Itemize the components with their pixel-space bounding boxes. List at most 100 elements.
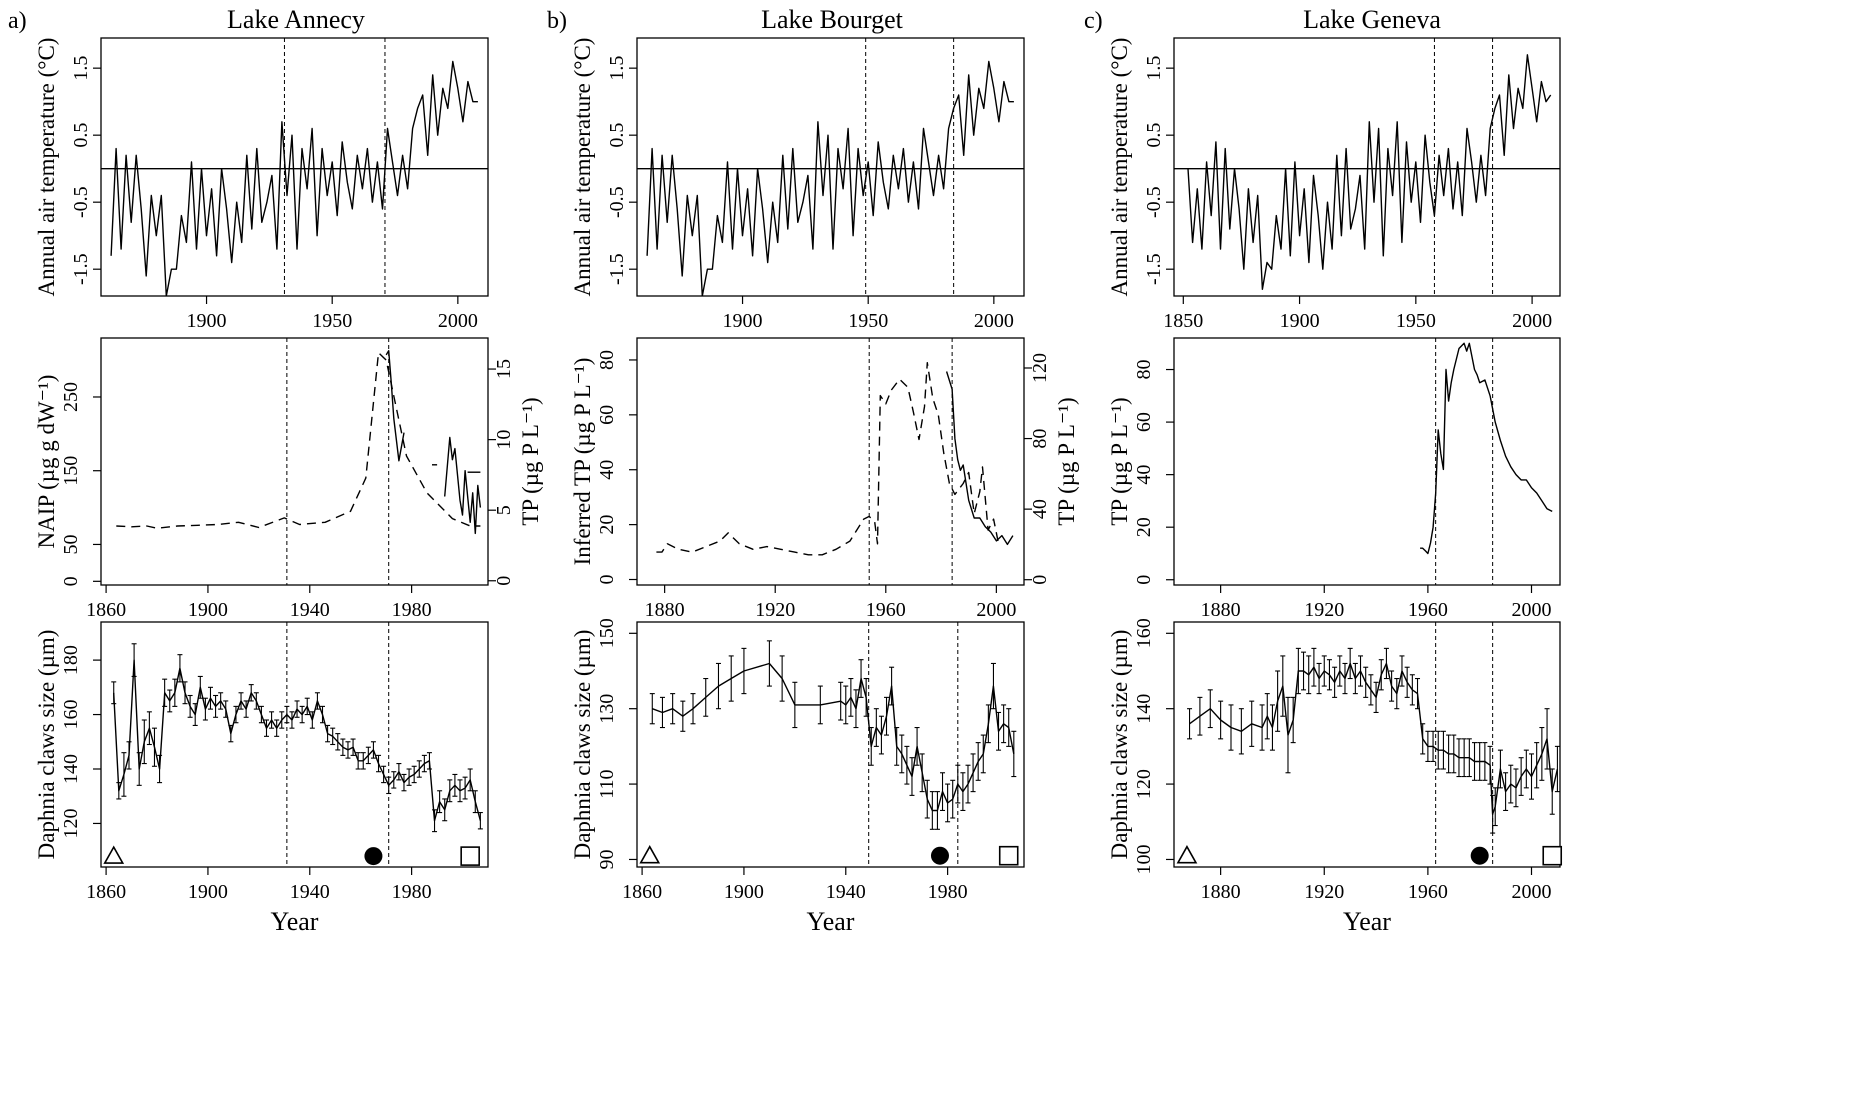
x-tick-label: 1960 (1408, 599, 1448, 621)
plot-area (111, 622, 483, 867)
y-tick-label: 160 (1133, 618, 1155, 648)
y-tick-label: -0.5 (70, 186, 92, 218)
y-tick-label: 1.5 (606, 56, 628, 81)
x-tick-label: 2000 (976, 599, 1016, 621)
plot-frame (1173, 37, 1561, 297)
plot-area (1420, 338, 1553, 585)
sample-circle-marker (1470, 846, 1489, 865)
plot-frame (100, 37, 489, 297)
x-tick-label: 1880 (1201, 881, 1241, 903)
y-right-tick-label: 0 (493, 576, 515, 586)
series-line (1420, 342, 1553, 555)
y-right-axis-label: TP (µg P L⁻¹) (1054, 397, 1079, 525)
series-line (646, 60, 1014, 296)
panel-letter: b) (547, 8, 567, 34)
x-tick-label: 1980 (392, 881, 432, 903)
series-line (1189, 662, 1559, 815)
y-tick-label: 250 (60, 382, 82, 412)
y-axis-label: Inferred TP (µg P L⁻¹) (570, 358, 595, 566)
x-tick-label: 1960 (866, 599, 906, 621)
series-line (444, 436, 482, 535)
y-tick-label: -1.5 (1143, 253, 1165, 285)
x-tick-label: 1900 (1280, 310, 1320, 332)
series-line (1187, 54, 1552, 290)
plot-area (1174, 38, 1560, 296)
x-tick-label: 1900 (724, 881, 764, 903)
panel-letter: a) (8, 8, 27, 34)
y-tick-label: 0.5 (70, 123, 92, 148)
sample-triangle-marker (639, 845, 661, 864)
y-tick-label: 90 (596, 849, 618, 869)
plot-frame (1173, 621, 1561, 868)
y-tick-label: 40 (596, 460, 618, 480)
lake-title: Lake Geneva (1303, 5, 1441, 34)
y-tick-label: 1.5 (1143, 56, 1165, 81)
y-tick-label: 150 (60, 456, 82, 486)
y-tick-label: 180 (60, 645, 82, 675)
subplot-temperature: 1900 1950 2000 -1.5 -0.5 0.5 1.5 Annual air tem… (570, 37, 1025, 332)
plot-area (649, 622, 1017, 867)
y-tick-label: 0 (60, 576, 82, 586)
x-axis-label: Year (1343, 907, 1391, 936)
x-tick-label: 1900 (188, 599, 228, 621)
plot-area (101, 38, 488, 296)
plot-frame (636, 37, 1025, 297)
series-line (652, 662, 1015, 812)
y-tick-label: 120 (60, 808, 82, 838)
y-axis-label: Annual air temperature (°C) (1107, 38, 1132, 297)
x-tick-label: 1880 (645, 599, 685, 621)
y-tick-label: 150 (596, 618, 618, 648)
y-tick-label: 60 (1133, 412, 1155, 432)
x-tick-label: 1960 (1408, 881, 1448, 903)
y-tick-label: 0.5 (606, 123, 628, 148)
series-line (110, 60, 478, 296)
sample-triangle-marker (103, 845, 125, 864)
x-axis-label: Year (271, 907, 319, 936)
y-tick-label: 40 (1133, 465, 1155, 485)
y-axis-label: NAIP (µg g dW⁻¹) (34, 375, 59, 549)
x-tick-label: 1860 (86, 881, 126, 903)
x-tick-label: 1920 (1304, 599, 1344, 621)
series-line (385, 350, 405, 462)
sample-circle-marker (930, 846, 949, 865)
y-tick-label: 80 (596, 350, 618, 370)
y-tick-label: 120 (1133, 769, 1155, 799)
x-tick-label: 1920 (1304, 881, 1344, 903)
x-tick-label: 1940 (290, 599, 330, 621)
y-axis-label: Annual air temperature (°C) (570, 38, 595, 297)
x-tick-label: 2000 (438, 310, 478, 332)
plot-frame (636, 621, 1025, 868)
x-tick-label: 1860 (86, 599, 126, 621)
y-tick-label: -1.5 (606, 253, 628, 285)
x-tick-label: 1980 (928, 881, 968, 903)
plot-area (116, 338, 482, 585)
y-axis-label: Daphnia claws size (µm) (34, 630, 59, 860)
lake-title: Lake Bourget (761, 5, 904, 34)
y-tick-label: 20 (596, 515, 618, 535)
plot-frame (1173, 337, 1561, 586)
lake-title: Lake Annecy (227, 5, 365, 34)
x-tick-label: 2000 (1512, 599, 1552, 621)
y-tick-label: 0.5 (1143, 123, 1165, 148)
y-tick-label: 130 (596, 694, 618, 724)
y-tick-label: 0 (596, 575, 618, 585)
panel-3: c) Lake Geneva 1850 1900 1950 2000 -1.5 -0.5 0.5… (1084, 5, 1563, 936)
y-right-tick-label: 80 (1029, 429, 1051, 449)
y-tick-label: 160 (60, 700, 82, 730)
y-tick-label: -0.5 (1143, 186, 1165, 218)
y-tick-label: 50 (60, 534, 82, 554)
x-tick-label: 1900 (723, 310, 763, 332)
y-right-tick-label: 40 (1029, 499, 1051, 519)
series-line (945, 371, 1014, 546)
y-axis-label: Daphnia claws size (µm) (1107, 630, 1132, 860)
y-right-tick-label: 120 (1029, 353, 1051, 383)
series-line (113, 659, 482, 822)
y-axis-label: Annual air temperature (°C) (34, 38, 59, 297)
x-tick-label: 1950 (848, 310, 888, 332)
